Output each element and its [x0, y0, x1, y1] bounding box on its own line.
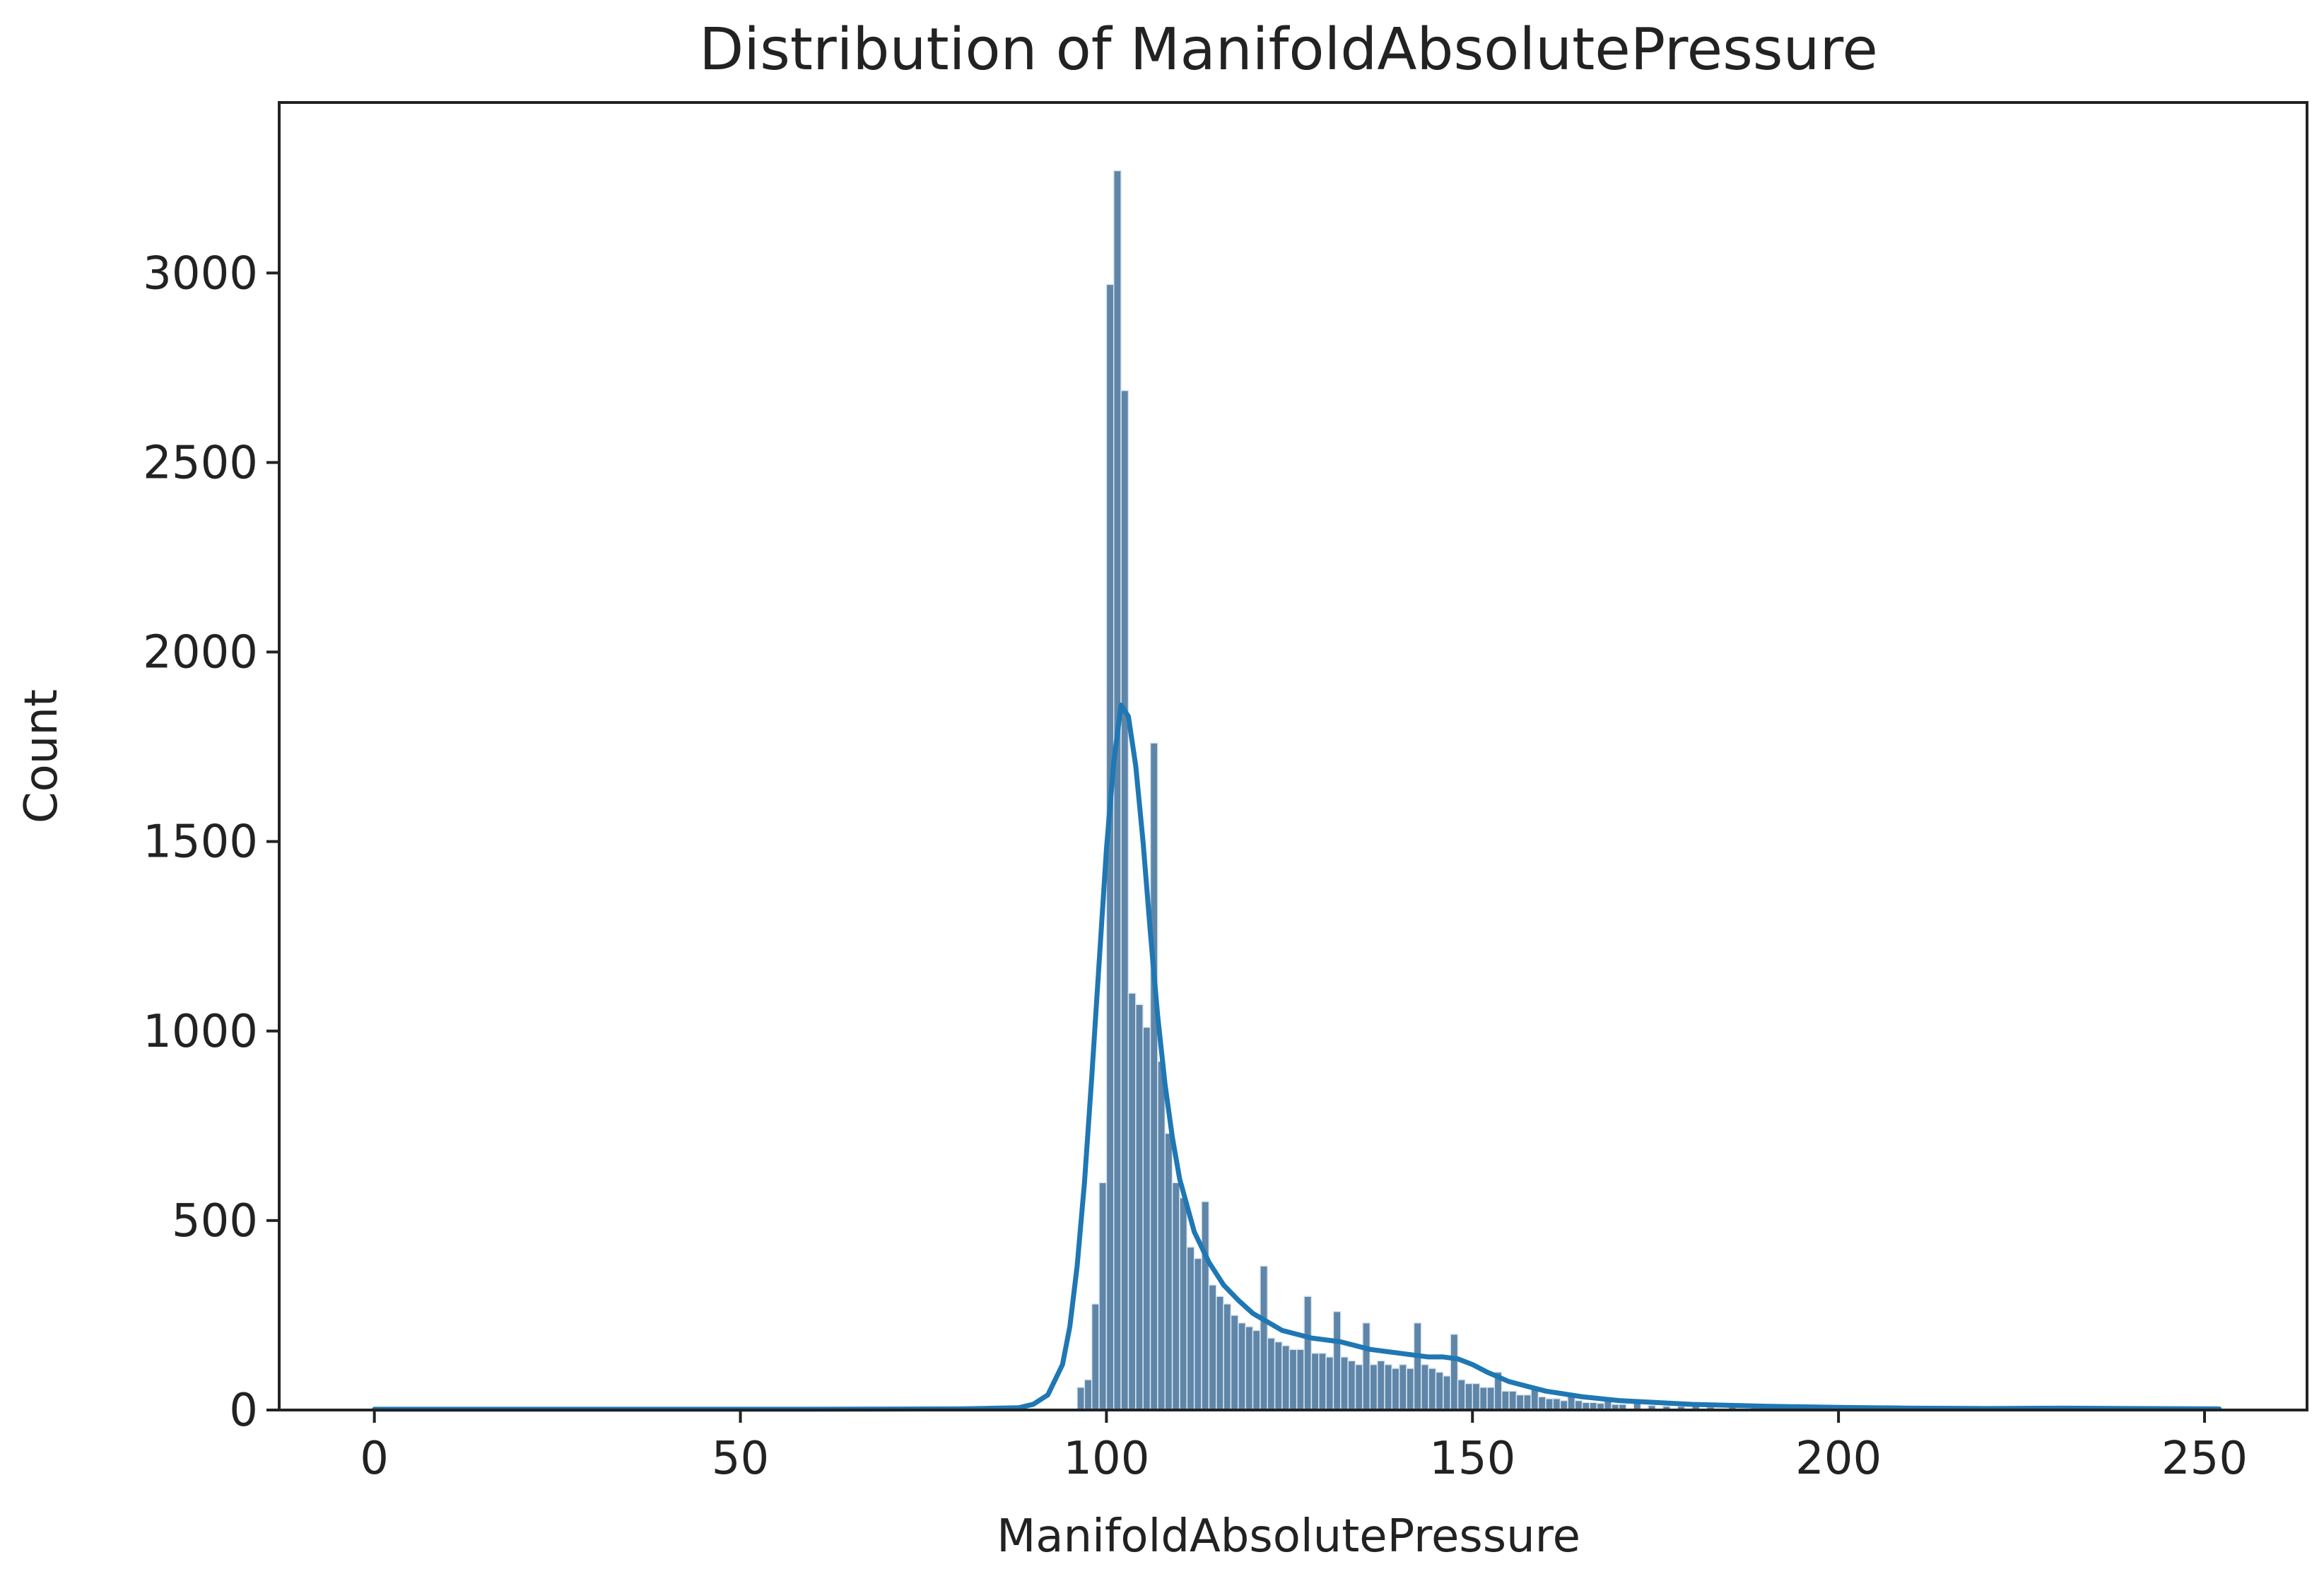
histogram-bar [1216, 1296, 1224, 1411]
histogram-bar [1171, 1182, 1180, 1411]
histogram-bar [1332, 1310, 1342, 1411]
histogram-bar [1457, 1379, 1466, 1411]
x-tick-label: 200 [1795, 1433, 1882, 1485]
y-tick-label: 2500 [143, 437, 258, 489]
histogram-bar [1552, 1398, 1561, 1411]
histogram-bar [1310, 1352, 1320, 1411]
histogram-bar [1267, 1337, 1276, 1411]
histogram-bar [1084, 1379, 1093, 1411]
y-axis-label: Count [16, 689, 68, 823]
histogram-bar [1120, 389, 1129, 1411]
histogram-bar [1406, 1368, 1415, 1411]
histogram-bar [1179, 1197, 1188, 1411]
histogram-bar [1289, 1349, 1298, 1411]
histogram-bar [1127, 992, 1137, 1411]
histogram-bar [1347, 1360, 1356, 1411]
y-tick-label: 1500 [143, 816, 258, 869]
histogram-bar [1325, 1356, 1334, 1411]
histogram-bar [1296, 1349, 1305, 1411]
histogram-bar [1508, 1390, 1518, 1411]
histogram-bar [1201, 1201, 1210, 1411]
histogram-bar [1245, 1326, 1254, 1411]
histogram-bar [1465, 1382, 1474, 1411]
histogram-bar [1486, 1387, 1496, 1411]
histogram-bar [1252, 1329, 1261, 1411]
histogram-bar [1421, 1363, 1429, 1411]
histogram-bar [1523, 1394, 1532, 1411]
histogram-bar [1515, 1394, 1525, 1411]
histogram-bar [1501, 1390, 1510, 1411]
histogram-bar [1450, 1334, 1459, 1411]
histogram-bar [1428, 1368, 1437, 1411]
histogram-bar [1340, 1356, 1349, 1411]
chart-title: Distribution of ManifoldAbsolutePressure [699, 16, 1878, 83]
histogram-bar [1223, 1303, 1232, 1411]
histogram-bar [1113, 170, 1122, 1411]
histogram-bar [1098, 1182, 1108, 1411]
y-axis-ticks: 0 500 1000 1500 2000 2500 3000 [143, 247, 279, 1437]
x-tick-label: 250 [2161, 1433, 2248, 1485]
histogram-bar [1398, 1363, 1407, 1411]
x-axis-label: ManifoldAbsolutePressure [997, 1510, 1580, 1563]
y-tick-label: 500 [172, 1195, 258, 1247]
histogram-bar [1391, 1368, 1400, 1411]
plot-area-frame [278, 101, 2308, 1411]
x-axis-ticks: 0 50 100 150 200 250 [360, 1410, 2248, 1485]
histogram-bar [1091, 1303, 1100, 1411]
histogram-bar [1208, 1284, 1217, 1411]
x-tick-label: 0 [360, 1433, 389, 1485]
histogram-bar [1362, 1322, 1371, 1411]
y-tick-label: 2000 [143, 627, 258, 679]
histogram-bar [1479, 1387, 1488, 1411]
histogram-bar [1369, 1363, 1378, 1411]
histogram-bar [1354, 1363, 1363, 1411]
kde-curve [372, 703, 2222, 1412]
y-tick-label: 1000 [143, 1006, 258, 1058]
histogram-bar [1537, 1396, 1547, 1411]
histogram-bar [1545, 1398, 1554, 1411]
histogram-bar [1413, 1322, 1422, 1411]
histogram-bar [1135, 1004, 1144, 1411]
histogram-bar [1435, 1371, 1444, 1411]
histogram-bar [1472, 1382, 1481, 1411]
histogram-bar [1076, 1387, 1086, 1411]
histogram-bar [1274, 1341, 1283, 1411]
y-tick-label: 3000 [143, 247, 258, 300]
histogram-bar [1230, 1315, 1239, 1411]
histogram-bar [1157, 1060, 1166, 1411]
histogram-bar [1443, 1375, 1451, 1411]
y-tick-label: 0 [229, 1385, 258, 1437]
histogram-bar [1142, 1026, 1151, 1411]
histogram-bar [1384, 1363, 1393, 1411]
histogram-bar [1164, 1132, 1173, 1411]
histogram-bar [1574, 1399, 1583, 1411]
histogram-bar [1281, 1345, 1291, 1411]
histogram-bar [1149, 742, 1158, 1411]
histogram-bar [1376, 1360, 1385, 1411]
histogram-bar [1186, 1246, 1195, 1411]
x-tick-label: 50 [712, 1433, 769, 1485]
histogram-bar [1238, 1322, 1246, 1411]
histogram-bar [1318, 1352, 1327, 1411]
histogram-bar [1193, 1257, 1202, 1411]
histogram-bar [1260, 1265, 1269, 1411]
kde-layer [372, 703, 2222, 1412]
histogram-bar [1303, 1296, 1313, 1411]
x-tick-label: 150 [1429, 1433, 1515, 1485]
histogram-bar [1559, 1399, 1568, 1411]
x-tick-label: 100 [1063, 1433, 1149, 1485]
